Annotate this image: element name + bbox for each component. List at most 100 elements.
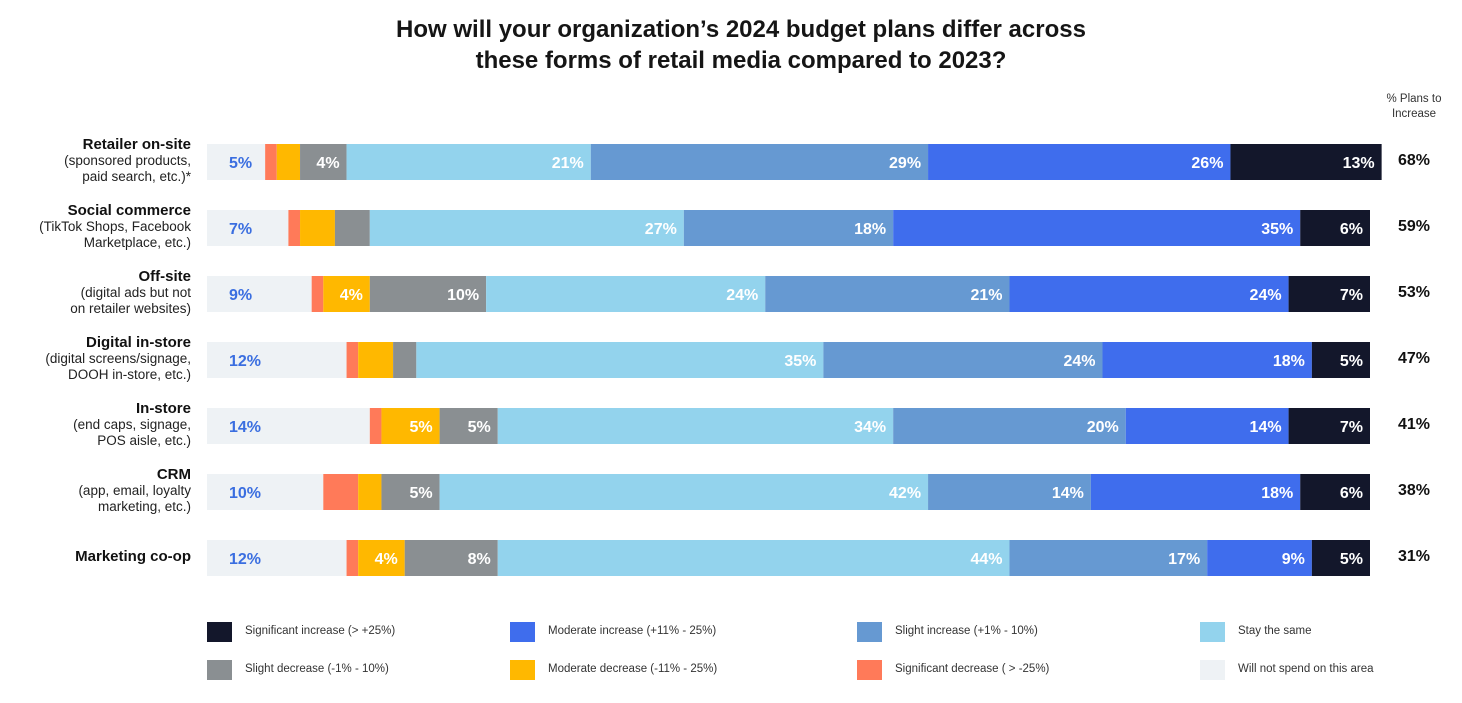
bar-segment [300,210,335,246]
data-label: 35% [1261,221,1293,238]
plans-to-increase-value: 41% [1397,416,1431,433]
bar-segment [358,474,382,510]
category-sublabel: (app, email, loyalty [78,483,191,498]
bar-segment [1300,474,1370,510]
legend-label: Slight increase (+1% - 10%) [895,625,1038,637]
bar-segment [590,144,929,180]
data-label: 4% [340,287,363,304]
bar-segment [928,144,1231,180]
category-name: In-store [135,400,191,417]
legend-label: Stay the same [1238,625,1312,637]
data-label: 42% [889,485,921,502]
bar-row: 7% 27% 18% 35% 6% [207,210,1370,246]
legend-swatch [510,622,535,642]
legend-label: Significant increase (> +25%) [245,625,396,637]
bar-segment [1009,276,1289,312]
category-name: Social commerce [67,202,191,219]
plans-to-increase-value: 38% [1397,482,1431,499]
bar-segment [486,276,766,312]
category-label: Marketing co-op [75,549,191,565]
data-label: 20% [1087,419,1119,436]
data-label: 6% [1340,485,1363,502]
category-name: Retailer on-site [82,136,191,153]
category-sublabel: DOOH in-store, etc.) [67,367,191,382]
data-label: 18% [1261,485,1293,502]
bar-segment [207,408,370,444]
category-sublabel: POS aisle, etc.) [97,433,191,448]
legend-swatch [857,660,882,680]
data-label: 21% [970,287,1002,304]
chart-title-line-1: How will your organization’s 2024 budget… [396,16,1086,43]
bar-segment [369,276,487,312]
category-sublabel: (end caps, signage, [73,417,191,432]
bar-row: 12% 35% 24% 18% 5% [207,342,1370,378]
data-label: 7% [1340,419,1363,436]
bar-segment [369,408,382,444]
bar-segment [334,210,370,246]
bar-row: 14% 5% 5% 34% 20% 14% 7% [207,408,1370,444]
data-label: 27% [645,221,677,238]
plans-to-increase-value: 47% [1397,350,1431,367]
data-label: 5% [1340,551,1363,568]
plans-to-increase-header-line-1: % Plans to [1386,93,1442,105]
legend-label: Significant decrease ( > -25%) [895,663,1050,675]
category-sublabel: on retailer websites) [70,301,191,316]
data-label: 7% [1340,287,1363,304]
category-label: In-store (end caps, signage, POS aisle, et… [73,401,191,449]
bar-segment [497,540,1010,576]
data-label: 18% [1273,353,1305,370]
bar-segment [288,210,301,246]
data-label: 9% [1282,551,1305,568]
plans-to-increase-value: 68% [1397,152,1431,169]
data-label: 44% [970,551,1002,568]
category-label: Digital in-store (digital screens/signage… [45,335,191,383]
data-label: 14% [229,419,261,436]
legend-label: Will not spend on this area [1238,663,1374,675]
plans-to-increase-value: 31% [1397,548,1431,565]
category-sublabel: Marketplace, etc.) [83,235,191,250]
category-sublabel: (digital screens/signage, [45,351,191,366]
bar-segment [346,540,359,576]
data-label: 12% [229,551,261,568]
data-label: 8% [468,551,491,568]
plans-to-increase-header-line-2: Increase [1391,108,1437,120]
bar-segment [765,276,1010,312]
bar-segment [1311,342,1370,378]
bar-segment [381,474,440,510]
bar-segment [369,210,684,246]
data-label: 4% [316,155,339,172]
category-sublabel: (TikTok Shops, Facebook [39,219,191,234]
bar-segment [207,210,289,246]
data-label: 9% [229,287,252,304]
bar-segment [346,342,359,378]
bar-segment [381,408,440,444]
bar-segment [276,144,301,180]
category-label: CRM (app, email, loyalty marketing, etc.) [78,467,191,515]
bar-segment [311,276,324,312]
category-label: Social commerce (TikTok Shops, Facebook Ma… [39,203,191,251]
data-label: 5% [468,419,491,436]
category-name: Digital in-store [85,334,191,351]
bar-segment [265,144,277,180]
legend-swatch [1200,622,1225,642]
bar-segment [323,474,359,510]
plans-to-increase-value: 53% [1397,284,1431,301]
data-label: 4% [375,551,398,568]
plans-to-increase-header: % Plans to Increase [1374,92,1454,122]
data-label: 35% [784,353,816,370]
data-label: 14% [1250,419,1282,436]
bar-segment [1288,276,1370,312]
chart-title: How will your organization’s 2024 budget… [0,14,1462,76]
data-label: 5% [229,155,252,172]
data-label: 7% [229,221,252,238]
category-name: CRM [156,466,191,483]
bar-segment [1090,474,1301,510]
bar-row: 12% 4% 8% 44% 17% 9% 5% [207,540,1370,576]
bar-segment [497,408,894,444]
legend-swatch [1200,660,1225,680]
data-label: 24% [726,287,758,304]
data-label: 13% [1343,155,1375,172]
data-label: 24% [1063,353,1095,370]
